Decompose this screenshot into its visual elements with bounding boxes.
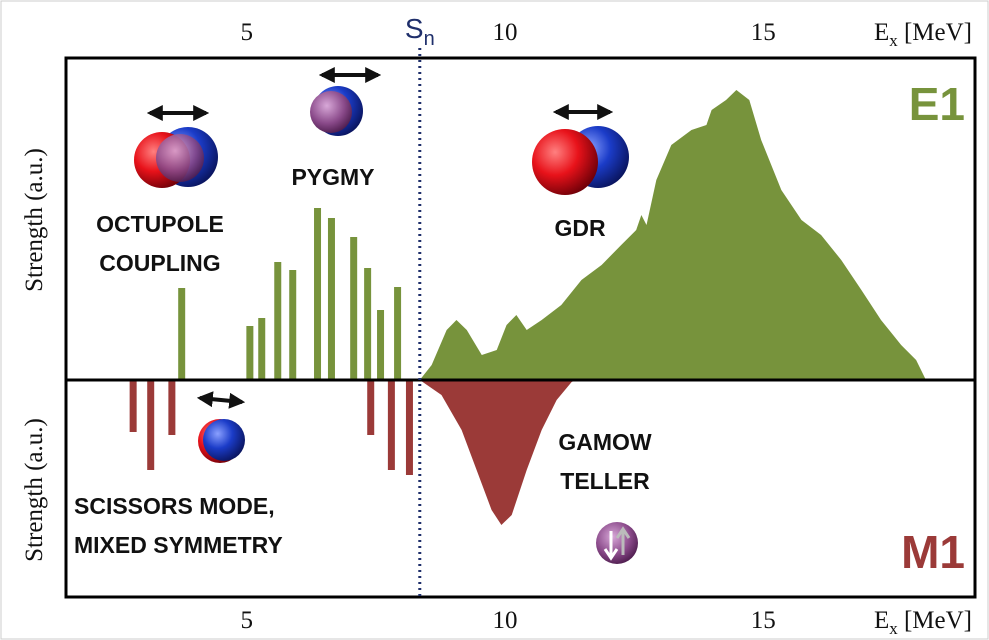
x-tick-label-top: 10 <box>493 19 518 46</box>
annotation: TELLER <box>560 468 650 494</box>
bar <box>327 218 335 380</box>
annotation: SCISSORS MODE, <box>74 493 275 519</box>
y-axis-label-e1: Strength (a.u.) <box>21 148 48 292</box>
x-label-sub: x <box>889 619 898 638</box>
scissors-icon <box>196 391 246 463</box>
x-label-unit: [MeV] <box>898 607 972 634</box>
bar <box>314 208 322 380</box>
x-tick-label-bottom: 5 <box>241 607 254 634</box>
bar <box>405 380 413 475</box>
x-label-unit: [MeV] <box>898 19 972 46</box>
bar <box>168 380 176 435</box>
x-tick-label-top: 15 <box>751 19 776 46</box>
bar <box>258 318 266 380</box>
bar <box>394 287 402 380</box>
bar <box>129 380 137 432</box>
y-axis-label-m1: Strength (a.u.) <box>21 418 48 562</box>
annotation: PYGMY <box>291 164 374 190</box>
pygmy-icon <box>310 67 382 136</box>
area <box>419 90 926 380</box>
annotation: OCTUPOLE <box>96 211 224 237</box>
panel-label: M1 <box>901 526 965 578</box>
x-label-main: E <box>874 607 889 634</box>
x-label-sub: x <box>889 31 898 50</box>
bar <box>246 326 254 380</box>
gdr-icon <box>532 104 629 195</box>
frame <box>64 56 977 599</box>
annotation: COUPLING <box>99 250 220 276</box>
x-tick-label-bottom: 10 <box>493 607 518 634</box>
bar <box>289 270 297 380</box>
annotation: GDR <box>554 215 606 241</box>
gamow-teller-icon <box>596 522 638 564</box>
annotation: MIXED SYMMETRY <box>74 532 283 558</box>
threshold-sub: n <box>424 28 435 50</box>
bar <box>350 237 358 380</box>
annotation: GAMOW <box>558 429 652 455</box>
x-label-main: E <box>874 19 889 46</box>
bar <box>377 310 385 380</box>
bar <box>387 380 395 470</box>
bar <box>147 380 155 470</box>
bar <box>364 268 372 380</box>
bar <box>178 288 186 380</box>
plot-area <box>129 90 926 525</box>
threshold-label: Sn <box>405 13 435 50</box>
x-tick-label-top: 5 <box>241 19 254 46</box>
threshold-main: S <box>405 13 424 44</box>
bar <box>274 262 282 380</box>
panel-label: E1 <box>909 78 965 130</box>
octupole-icon <box>134 105 218 188</box>
bar <box>367 380 375 435</box>
x-tick-label-bottom: 15 <box>751 607 776 634</box>
x-axis-label-top: Ex [MeV] <box>874 19 972 50</box>
x-axis-label-bottom: Ex [MeV] <box>874 607 972 638</box>
area <box>419 380 577 525</box>
